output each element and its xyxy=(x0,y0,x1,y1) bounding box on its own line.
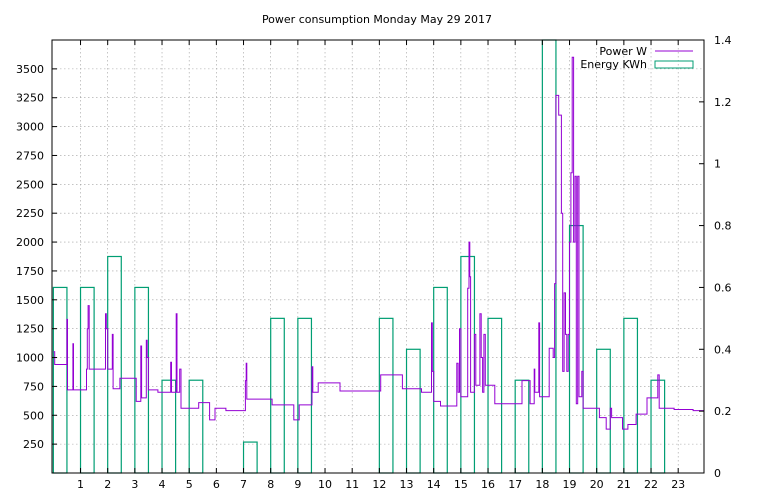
energy-bar xyxy=(242,441,258,474)
plot-frame xyxy=(51,39,705,474)
x-tick-label: 22 xyxy=(644,478,658,491)
x-tick-label: 14 xyxy=(427,478,441,491)
x-tick-label: 12 xyxy=(372,478,386,491)
y-tick-label: 3500 xyxy=(16,63,44,76)
x-tick-label: 2 xyxy=(104,478,111,491)
energy-bar xyxy=(161,379,177,474)
energy-bar xyxy=(541,39,557,474)
legend-label-power: Power W xyxy=(599,45,647,58)
y-tick-label: 1500 xyxy=(16,294,44,307)
energy-bar xyxy=(378,317,394,474)
y-tick-label: 2500 xyxy=(16,178,44,191)
y2-tick-label: 1.4 xyxy=(714,34,732,47)
energy-bar xyxy=(433,286,448,474)
y-tick-label: 500 xyxy=(23,409,44,422)
legend-swatch-energy xyxy=(654,60,694,69)
y-tick-label: 750 xyxy=(23,380,44,393)
energy-bar xyxy=(270,317,285,474)
y-tick-label: 2250 xyxy=(16,207,44,220)
energy-series xyxy=(52,39,666,474)
x-tick-label: 13 xyxy=(400,478,414,491)
x-tick-label: 3 xyxy=(131,478,138,491)
x-tick-label: 10 xyxy=(318,478,332,491)
x-tick-label: 6 xyxy=(213,478,220,491)
gridlines xyxy=(52,40,704,473)
y-tick-label: 2750 xyxy=(16,149,44,162)
power-line xyxy=(53,56,704,430)
energy-bar xyxy=(623,317,639,474)
y-tick-label: 1750 xyxy=(16,265,44,278)
y-tick-label: 3000 xyxy=(16,121,44,134)
y-tick-label: 1000 xyxy=(16,352,44,365)
y2-tick-label: 0 xyxy=(714,467,721,480)
x-tick-label: 7 xyxy=(240,478,247,491)
energy-bar xyxy=(188,379,204,474)
y-tick-label: 1250 xyxy=(16,323,44,336)
y2-tick-label: 1.2 xyxy=(714,96,732,109)
y2-tick-label: 0.8 xyxy=(714,220,732,233)
legend: Power W Energy KWh xyxy=(580,45,694,71)
x-tick-label: 15 xyxy=(454,478,468,491)
y-tick-label: 250 xyxy=(23,438,44,451)
x-tick-label: 19 xyxy=(563,478,577,491)
y2-tick-label: 1 xyxy=(714,158,721,171)
x-tick-label: 16 xyxy=(481,478,495,491)
x-tick-label: 1 xyxy=(77,478,84,491)
energy-bar xyxy=(79,286,95,474)
x-tick-label: 23 xyxy=(671,478,685,491)
axes: 1 2 3 4 5 6 7 8 9 10 11 12 13 14 15 16 17 18 19 20 21 22 23250… xyxy=(16,34,732,491)
x-tick-label: 20 xyxy=(590,478,604,491)
x-tick-label: 9 xyxy=(294,478,301,491)
energy-bar xyxy=(596,348,611,474)
energy-bar xyxy=(405,348,421,474)
y2-tick-label: 0.6 xyxy=(714,281,732,294)
x-tick-label: 21 xyxy=(617,478,631,491)
x-tick-label: 4 xyxy=(159,478,166,491)
x-tick-label: 17 xyxy=(508,478,522,491)
x-tick-label: 5 xyxy=(186,478,193,491)
y-tick-label: 2000 xyxy=(16,236,44,249)
power-series xyxy=(53,56,704,430)
chart-title: Power consumption Monday May 29 2017 xyxy=(262,13,492,26)
energy-bar xyxy=(297,317,313,474)
energy-bar xyxy=(52,286,68,474)
energy-bar xyxy=(107,255,122,474)
x-tick-label: 8 xyxy=(267,478,274,491)
legend-label-energy: Energy KWh xyxy=(580,58,647,71)
x-tick-label: 11 xyxy=(345,478,359,491)
x-tick-label: 18 xyxy=(535,478,549,491)
y-tick-label: 3250 xyxy=(16,92,44,105)
y2-tick-label: 0.4 xyxy=(714,343,732,356)
y2-tick-label: 0.2 xyxy=(714,405,732,418)
